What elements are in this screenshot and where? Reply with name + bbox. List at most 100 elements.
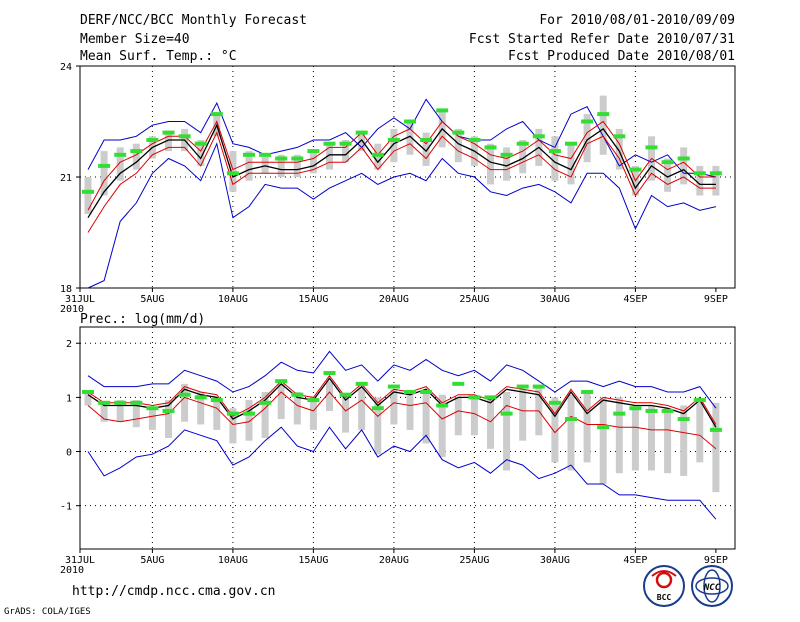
spread-bar (664, 158, 672, 192)
x-tick-label: 9SEP (704, 294, 728, 305)
observation-marker (436, 108, 449, 113)
spread-bar (551, 136, 559, 181)
observation-marker (371, 152, 384, 157)
spread-bar (197, 391, 205, 425)
observation-marker (162, 130, 175, 135)
spread-bar (358, 386, 366, 430)
max-line (87, 98, 717, 178)
spread-bar (165, 400, 172, 438)
observation-marker (597, 112, 610, 117)
observation-marker (243, 411, 255, 416)
observation-marker (420, 138, 433, 142)
spread-bar (197, 140, 205, 166)
x-tick-label: 25AUG (459, 555, 489, 566)
observation-marker (259, 400, 272, 405)
observation-marker (291, 392, 304, 397)
spread-bar (648, 405, 655, 471)
observation-marker (693, 398, 706, 403)
observation-marker (114, 152, 127, 157)
observation-marker (645, 408, 658, 413)
observation-marker (210, 112, 223, 117)
observation-marker (275, 379, 288, 384)
observation-marker (420, 389, 433, 394)
bcc-logo-text: BCC (657, 593, 672, 602)
observation-marker (500, 411, 513, 416)
observation-marker (581, 389, 594, 394)
observation-marker (709, 427, 722, 432)
spread-bar (116, 147, 124, 181)
x-tick-label: 31JUL (65, 555, 95, 566)
precipitation-axis: 31JUL 5AUG 10AUG 15AUG 20AUG 25AUG 30AUG 4SEP 9S… (60, 339, 728, 576)
observation-marker (709, 171, 722, 176)
observation-marker (613, 134, 626, 139)
observation-marker (581, 119, 594, 124)
observation-marker (516, 384, 529, 389)
spread-bar (519, 140, 527, 174)
x-tick-label: 10AUG (218, 294, 248, 305)
ensemble-mean-line (87, 377, 717, 428)
spread-bar (664, 408, 672, 474)
spread-bar (599, 397, 607, 485)
spread-bar (696, 165, 704, 196)
observation-marker (548, 400, 561, 405)
footer-credit: GrADS: COLA/IGES (4, 607, 91, 617)
observation-marker (98, 400, 111, 405)
observation-marker (661, 408, 674, 413)
observation-marker (484, 395, 497, 400)
spread-bar (583, 391, 591, 463)
spread-bar (551, 397, 559, 463)
spread-bar (615, 397, 623, 474)
observation-marker (226, 171, 239, 176)
observation-marker (452, 381, 465, 386)
observation-marker (130, 400, 143, 405)
upper-band-line (87, 374, 717, 425)
spread-bar (454, 128, 462, 163)
observation-marker (645, 145, 658, 150)
lower-band-line (87, 131, 716, 233)
spread-bar (358, 132, 366, 152)
observation-marker (548, 149, 561, 154)
x-tick-label: 30AUG (540, 294, 570, 305)
x-year-label: 2010 (60, 565, 84, 576)
observation-marker (597, 425, 610, 430)
spread-bar (422, 132, 430, 166)
observation-marker (468, 395, 481, 400)
spread-bar (116, 400, 124, 422)
x-tick-label: 4SEP (623, 294, 647, 305)
observation-marker (468, 138, 481, 142)
header-title: DERF/NCC/BCC Monthly Forecast (80, 13, 307, 28)
spread-bar (680, 147, 688, 185)
x-tick-label: 5AUG (140, 555, 164, 566)
spread-bar (84, 177, 92, 214)
spread-bar (680, 405, 688, 476)
observation-marker (339, 141, 352, 146)
spread-bar (261, 391, 269, 438)
upper-band-line (87, 120, 716, 211)
observation-marker (404, 389, 416, 394)
spread-bar (100, 402, 108, 422)
observation-marker (82, 189, 94, 194)
observation-marker (146, 406, 159, 411)
y-tick-label: 1 (66, 393, 72, 404)
observation-marker (484, 145, 497, 150)
spread-bar (148, 408, 156, 430)
spread-bar (132, 400, 140, 428)
observation-marker (693, 171, 706, 176)
spread-bar (342, 140, 350, 163)
spread-bar (696, 400, 704, 463)
spread-bar (567, 143, 575, 185)
spread-bar (277, 383, 285, 420)
observation-marker (275, 156, 288, 161)
observation-marker (452, 130, 465, 135)
spread-bar (519, 389, 527, 441)
observation-marker (194, 141, 207, 146)
observation-marker (307, 398, 320, 403)
observation-marker (146, 138, 159, 142)
temperature-axis: 31JUL 5AUG 10AUG 15AUG 20AUG 25AUG 30AUG 4SEP 9S… (60, 62, 728, 315)
observation-marker (565, 417, 577, 422)
observation-marker (436, 403, 449, 408)
spread-bar (277, 154, 285, 177)
spread-bar (567, 394, 575, 471)
footer-url: http://cmdp.ncc.cma.gov.cn (72, 584, 276, 599)
